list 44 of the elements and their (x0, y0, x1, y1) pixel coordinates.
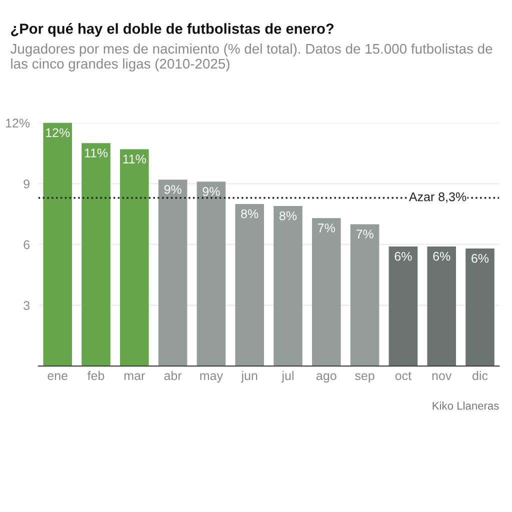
bar (427, 246, 456, 366)
x-tick-label: nov (432, 373, 452, 380)
ref-line-label: Azar 8,3% (408, 192, 466, 203)
x-tick-label: jun (240, 370, 258, 383)
data-label: 12% (46, 128, 70, 138)
bar (274, 206, 302, 366)
bar (350, 224, 380, 366)
bar (388, 246, 418, 366)
data-label: 9% (202, 187, 220, 196)
data-label: 7% (318, 224, 335, 232)
data-label: 11% (84, 148, 108, 158)
bar (196, 182, 226, 366)
bar (235, 204, 264, 366)
bar (43, 122, 72, 366)
data-label: 6% (394, 252, 412, 261)
x-tick-label: abr (164, 370, 182, 380)
x-tick-label: feb (87, 370, 104, 380)
x-tick-label: mar (124, 373, 145, 380)
y-tick-label: 6 (24, 240, 30, 250)
y-tick-label: 12% (6, 118, 30, 128)
data-label: 8% (280, 211, 297, 220)
data-label: 6% (472, 254, 489, 263)
chart-subtitle: Jugadores por mes de nacimiento (% del total). Datos de 15.000 futbolistas de las cinco grandes ligas (2010-2025) (10, 44, 492, 72)
data-label: 6% (433, 252, 450, 261)
data-label: 11% (123, 154, 146, 164)
data-label: 8% (241, 209, 258, 218)
bar (82, 143, 110, 366)
data-label: 7% (356, 230, 374, 238)
bar (466, 248, 494, 366)
y-tick-label: 3 (24, 301, 30, 310)
data-label: 9% (164, 185, 182, 194)
bar (158, 180, 188, 366)
bar (120, 149, 149, 366)
y-tick-label: 9 (24, 179, 30, 188)
x-tick-label: oct (395, 372, 412, 380)
x-tick-label: ene (48, 373, 68, 380)
x-tick-label: ago (316, 373, 336, 383)
x-tick-label: dic (472, 370, 488, 380)
x-tick-label: jul (281, 370, 294, 383)
bar (312, 218, 341, 366)
text: Kiko Llaneras (432, 402, 499, 410)
x-tick-label: may (200, 373, 223, 383)
x-tick-label: sep (355, 373, 374, 383)
chart-title: ¿Por qué hay el doble de futbolistas de enero? (11, 23, 334, 37)
